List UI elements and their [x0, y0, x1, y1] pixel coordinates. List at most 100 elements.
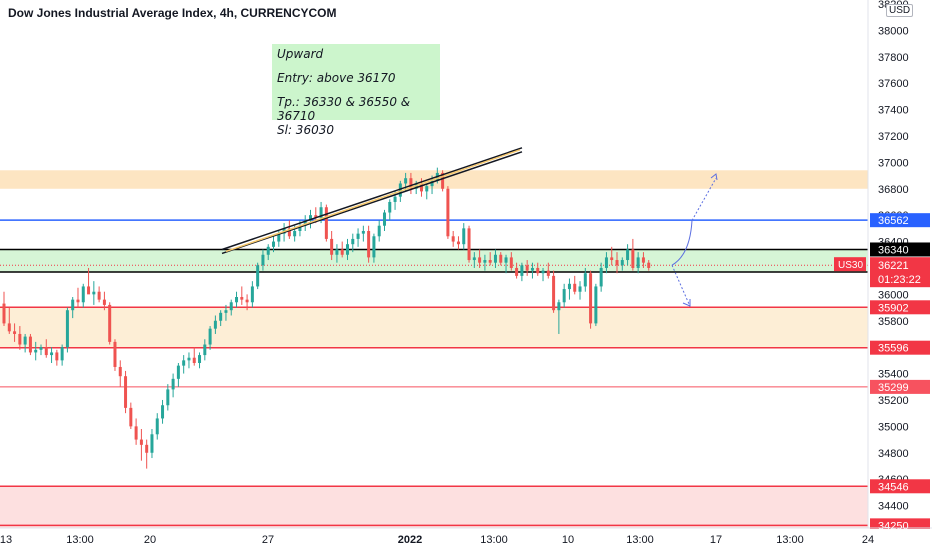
y-tick-label: 37200 [878, 131, 909, 143]
candle-body [182, 360, 186, 366]
trend-line-lower [221, 151, 523, 255]
candle-body [626, 249, 630, 261]
level-label-bg [870, 300, 930, 315]
candle [76, 287, 80, 308]
candle-body [213, 320, 217, 329]
candle [340, 241, 344, 258]
candle-body [287, 228, 291, 237]
candle [615, 252, 619, 274]
candle-body [23, 336, 27, 345]
time-axis [0, 529, 932, 550]
candle [250, 281, 254, 308]
candle [441, 170, 445, 192]
candle [18, 326, 22, 350]
candle [546, 262, 550, 279]
candle-body [118, 366, 122, 377]
candle-body [161, 405, 165, 419]
candle-body [557, 302, 561, 311]
candle [161, 399, 165, 424]
candle-body [309, 215, 313, 221]
candle [562, 283, 566, 308]
y-tick-label: 35200 [878, 395, 909, 407]
candle-body [314, 215, 318, 218]
projection-down [671, 264, 691, 307]
candle [520, 262, 524, 282]
candle [483, 254, 487, 271]
candle-body [546, 270, 550, 276]
candle [515, 262, 519, 279]
candle-body [266, 246, 270, 255]
candle [256, 262, 260, 290]
candle-body [615, 260, 619, 266]
candle-body [515, 267, 519, 276]
candle [208, 326, 212, 350]
candle-body [430, 180, 434, 187]
candle-body [520, 265, 524, 276]
trend-line-fill [225, 149, 521, 253]
candle-body [409, 178, 413, 189]
candle-body [166, 389, 170, 406]
candle [499, 252, 503, 266]
candle-body [393, 196, 397, 202]
candle-body [583, 273, 587, 287]
candle-body [71, 299, 75, 311]
level-label: 36340 [870, 242, 930, 257]
candle [245, 294, 249, 311]
candle [552, 270, 556, 313]
candle [118, 360, 122, 387]
level-label-text: 36340 [878, 244, 909, 256]
candle-body [340, 249, 344, 255]
candle [599, 262, 603, 292]
candle [446, 186, 450, 239]
candle-body [610, 257, 614, 261]
candle [425, 183, 429, 200]
candle [409, 172, 413, 195]
level-label-bg [870, 213, 930, 228]
candle-body [324, 207, 328, 239]
candle-body [229, 302, 233, 311]
candle [462, 223, 466, 250]
current-price-label: US30 36221 01:23:22 [834, 257, 930, 288]
candle-body [13, 331, 17, 334]
x-tick-label: 10 [562, 534, 574, 546]
y-tick-label: 37600 [878, 78, 909, 90]
candle [229, 299, 233, 316]
y-tick-label: 35400 [878, 369, 909, 381]
candle [192, 347, 196, 366]
candle-body [81, 286, 85, 303]
candle-body [139, 439, 143, 445]
x-tick-label: 20 [144, 534, 156, 546]
candle [345, 238, 349, 261]
candle [536, 262, 540, 276]
note-targets: Tp.: 36330 & 36550 & 36710 [277, 95, 411, 123]
price-zone [0, 307, 868, 348]
candle [557, 299, 561, 334]
candle [388, 199, 392, 221]
candle [171, 373, 175, 398]
y-tick-label: 34400 [878, 501, 909, 513]
level-label-bg [870, 340, 930, 355]
level-label-bg [870, 379, 930, 394]
candle-body [599, 267, 603, 287]
y-tick-label: 38000 [878, 25, 909, 37]
candle [219, 310, 223, 327]
candle-body [198, 355, 202, 363]
level-label-text: 35596 [878, 343, 909, 355]
candle-body [367, 231, 371, 258]
candle-body [578, 286, 582, 292]
candle [203, 339, 207, 361]
candle-body [55, 352, 59, 361]
candle [150, 429, 154, 459]
candle-body [65, 310, 69, 348]
currency-label[interactable]: USD [886, 4, 914, 17]
candle-body [562, 289, 566, 303]
candle-body [256, 265, 260, 287]
candle [240, 286, 244, 305]
candle-body [298, 225, 302, 231]
candle-body [150, 434, 154, 453]
candle-body [245, 299, 249, 303]
candle-body [2, 303, 6, 324]
candle [573, 275, 577, 295]
candle-body [124, 376, 128, 408]
